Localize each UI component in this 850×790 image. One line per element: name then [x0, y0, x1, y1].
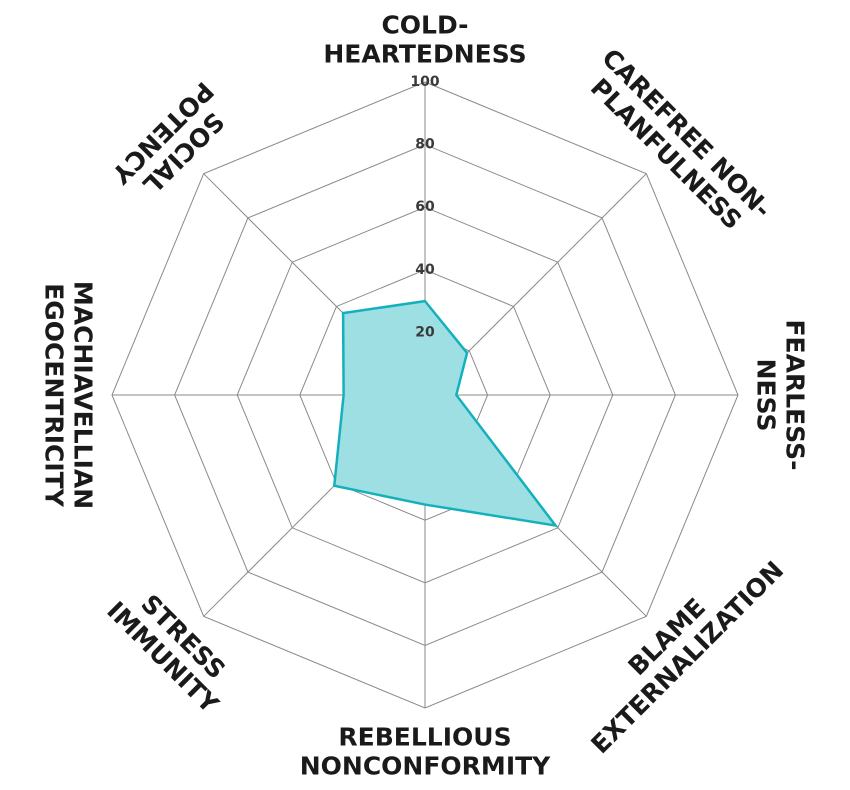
tick-label-60: 60: [415, 199, 435, 215]
axis-label-line: MACHIAVELLIAN: [69, 281, 98, 509]
tick-label-40: 40: [415, 262, 435, 278]
series-polygon-0: [332, 299, 559, 528]
tick-label-80: 80: [415, 137, 435, 153]
radar-series: [332, 299, 559, 528]
axis-label-line: FEARLESS-: [781, 319, 810, 470]
axis-label-line: NESS: [752, 359, 781, 432]
tick-label-100: 100: [410, 74, 439, 90]
axis-label-0: COLD-HEARTEDNESS: [323, 11, 526, 69]
axis-label-line: COLD-: [381, 11, 468, 40]
axis-label-2: FEARLESS-NESS: [752, 319, 810, 470]
tick-label-20: 20: [415, 324, 435, 340]
axis-label-line: EGOCENTRICITY: [40, 283, 69, 508]
axis-label-line: REBELLIOUS: [338, 723, 511, 752]
axis-label-line: NONCONFORMITY: [300, 752, 551, 781]
radial-tick-labels: 20 40 60 80 100: [410, 74, 439, 340]
axis-label-line: HEARTEDNESS: [323, 40, 526, 69]
